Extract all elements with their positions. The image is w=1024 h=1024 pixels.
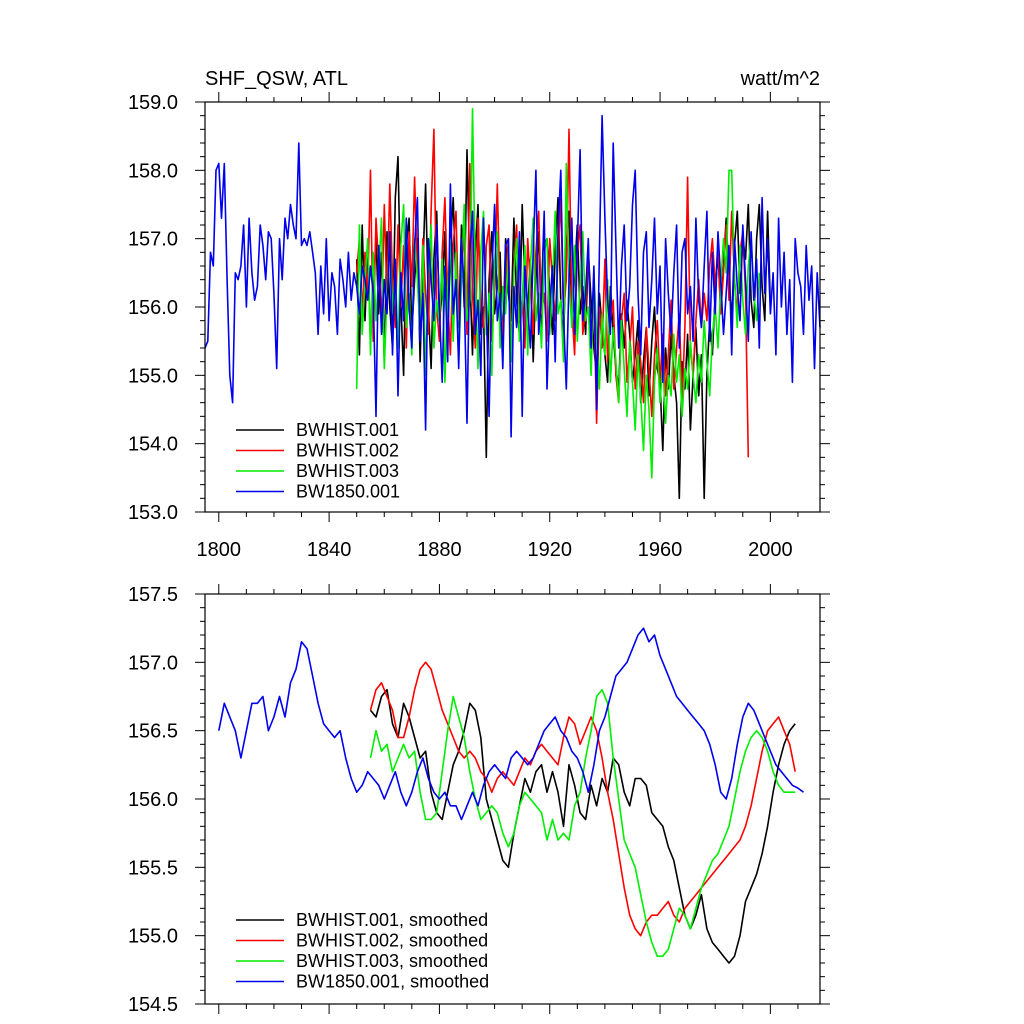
top-panel-title: SHF_QSW, ATL [205, 68, 348, 90]
series-line-3-bottom [369, 688, 796, 958]
y-tick-label: 158.0 [128, 160, 178, 182]
legend-label: BW1850.001, smoothed [296, 972, 489, 992]
legend-label: BWHIST.003 [296, 461, 399, 481]
y-tick-label: 155.5 [128, 857, 178, 879]
y-tick-label: 159.0 [128, 92, 178, 114]
x-tick-label: 1880 [417, 539, 462, 561]
y-tick-label: 154.0 [128, 434, 178, 456]
x-tick-label: 1840 [307, 539, 352, 561]
x-tick-label: 1920 [527, 539, 572, 561]
legend-label: BW1850.001 [296, 482, 400, 502]
bottom-panel: 154.5 155.0 155.5 156.0 156.5 157.0 157.5 BWHIS… [128, 584, 830, 1016]
legend-label: BWHIST.001 [296, 420, 399, 440]
top-panel-units: watt/m^2 [740, 68, 820, 90]
legend-label: BWHIST.003, smoothed [296, 951, 488, 971]
y-tick-label: 155.0 [128, 365, 178, 387]
y-tick-label: 157.0 [128, 229, 178, 251]
top-panel: 153.0 154.0 155.0 156.0 157.0 158.0 159.0 1800 1… [128, 92, 830, 561]
series-line-3-top [355, 108, 761, 479]
series-line-4-bottom [218, 627, 804, 821]
x-tick-label: 2000 [748, 539, 793, 561]
y-tick-label: 153.0 [128, 502, 178, 524]
legend-label: BWHIST.002 [296, 441, 399, 461]
legend-label: BWHIST.001, smoothed [296, 910, 488, 930]
legend-label: BWHIST.002, smoothed [296, 931, 488, 951]
y-tick-label: 155.0 [128, 926, 178, 948]
x-tick-label: 1960 [638, 539, 683, 561]
x-tick-label: 1800 [197, 539, 242, 561]
y-tick-label: 156.0 [128, 789, 178, 811]
series-line-2-bottom [369, 661, 796, 937]
series-line-1-bottom [369, 688, 796, 964]
series-line-4-top [204, 114, 821, 438]
y-tick-label: 156.0 [128, 297, 178, 319]
y-tick-label: 154.5 [128, 994, 178, 1016]
y-tick-label: 157.0 [128, 652, 178, 674]
y-tick-label: 156.5 [128, 721, 178, 743]
y-tick-label: 157.5 [128, 584, 178, 606]
